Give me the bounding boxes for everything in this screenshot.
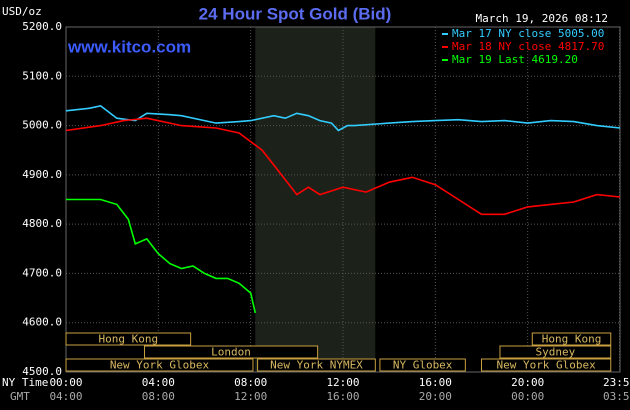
gmt-tick-label: 00:00: [511, 390, 544, 403]
x-tick-label: 20:00: [511, 376, 544, 389]
watermark: www.kitco.com: [67, 37, 191, 56]
session-box: [379, 358, 466, 372]
chart-title: 24 Hour Spot Gold (Bid): [199, 4, 392, 23]
session-box: [143, 345, 319, 359]
y-tick-label: 4700.0: [22, 266, 62, 279]
y-tick-label: 5100.0: [22, 69, 62, 82]
session-label: Sydney: [535, 346, 575, 359]
timestamp: March 19, 2026 08:12: [476, 12, 608, 25]
gmt-label: GMT: [10, 390, 30, 403]
session-label: NY Globex: [393, 359, 453, 372]
y-tick-label: 4900.0: [22, 168, 62, 181]
session-box: [531, 332, 612, 346]
gmt-tick-label: 16:00: [326, 390, 359, 403]
y-tick-label: 5000.0: [22, 119, 62, 132]
session-label: New York Globex: [110, 359, 210, 372]
gmt-tick-label: 08:00: [142, 390, 175, 403]
price-line: [65, 105, 621, 132]
session-label: Hong Kong: [99, 333, 159, 346]
session-label: Hong Kong: [542, 333, 602, 346]
y-unit: USD/oz: [2, 5, 42, 18]
x-tick-label: 00:00: [49, 376, 82, 389]
price-line: [66, 198, 257, 314]
y-tick-label: 4600.0: [22, 316, 62, 329]
session-box: [499, 345, 612, 359]
session-label: New York Globex: [496, 359, 596, 372]
x-tick-label: 08:00: [234, 376, 267, 389]
y-tick-label: 5200.0: [22, 20, 62, 33]
y-tick-label: 4800.0: [22, 217, 62, 230]
session-box: [65, 332, 192, 346]
legend-label: Mar 17 NY close 5005.00: [452, 27, 604, 40]
ny-label: NY Time: [2, 376, 48, 389]
gmt-tick-label: 04:00: [49, 390, 82, 403]
session-label: New York NYMEX: [270, 359, 363, 372]
x-tick-label: 16:00: [419, 376, 452, 389]
session-box: [481, 358, 612, 372]
gmt-tick-label: 20:00: [419, 390, 452, 403]
legend-label: Mar 19 Last 4619.20: [452, 53, 578, 66]
session-box: [65, 358, 254, 372]
price-line: [65, 117, 621, 216]
gmt-tick-label: 03:59: [603, 390, 630, 403]
session-label: London: [211, 346, 251, 359]
shaded-region: [255, 27, 376, 372]
x-tick-label: 12:00: [326, 376, 359, 389]
legend-label: Mar 18 NY close 4817.70: [452, 40, 604, 53]
gmt-tick-label: 12:00: [234, 390, 267, 403]
session-box: [257, 358, 376, 372]
y-tick-label: 4500.0: [22, 365, 62, 378]
x-tick-label: 23:59: [603, 376, 630, 389]
x-tick-label: 04:00: [142, 376, 175, 389]
